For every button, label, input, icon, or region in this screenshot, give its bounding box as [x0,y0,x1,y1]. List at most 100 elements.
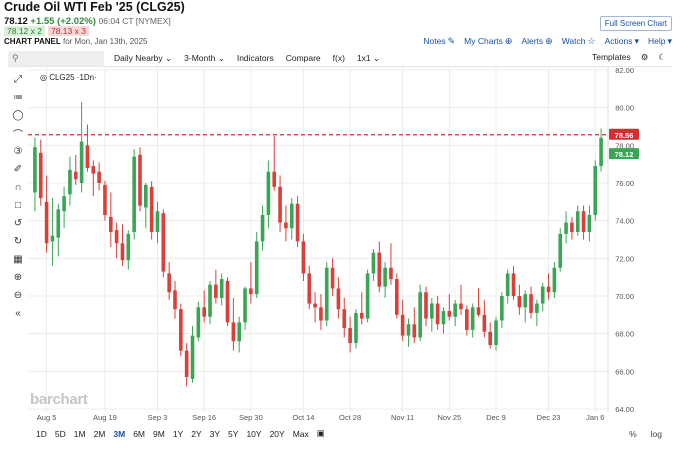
brush-icon[interactable]: ✐ [13,163,23,175]
price-change: +1.55 (+2.02%) [30,16,96,27]
candle-body [552,267,557,293]
candle-body [435,303,440,325]
candle-body [120,243,125,261]
candle-body [575,211,580,232]
range-button-3y[interactable]: 3Y [209,428,221,439]
alerts-link[interactable]: Alerts ⊕ [521,36,552,47]
candle-body [313,303,317,308]
last-price-tag [609,148,639,160]
candle-body [319,307,323,321]
log-toggle[interactable]: log [650,428,662,439]
candle-body [540,286,545,304]
layout-label: 1x1 [356,52,371,63]
candle-body [56,209,61,238]
candle-body [529,294,533,313]
actions-label: Actions [604,36,633,46]
undo-icon[interactable]: ↺ [13,217,23,229]
candle-body [266,171,271,216]
candle-body [359,312,364,319]
chart-toolbar: ⚲ Daily Nearby ⌄ 3-Month ⌄ Indicators Co… [8,50,672,67]
fx-button[interactable]: f(x) [332,52,345,63]
notes-link[interactable]: Notes ✎ [423,36,455,47]
watch-link[interactable]: Watch ☆ [562,36,596,47]
last-price-label: 78.12 [615,150,634,159]
trendline-icon[interactable]: ≔ [13,91,23,103]
range-button-2m[interactable]: 2M [93,428,106,439]
indicators-button[interactable]: Indicators [236,52,274,63]
candle-body [400,314,405,336]
range-button-1y[interactable]: 1Y [172,428,184,439]
y-tick-label: 72.00 [615,254,634,263]
candle-body [494,320,498,345]
candle-body [330,267,335,289]
cursor-icon[interactable]: ⤢ [14,73,22,85]
candle-body [365,273,370,319]
calendar-icon[interactable]: ▣ [316,428,325,438]
layout-select[interactable]: 1x1 ⌄ [357,53,380,64]
x-tick-label: Sep 16 [192,413,216,422]
range-button-1d[interactable]: 1D [36,428,47,439]
period-select[interactable]: Daily Nearby ⌄ [114,53,172,64]
range-button-2y[interactable]: 2Y [191,428,202,439]
range-button-6m[interactable]: 6M [133,428,145,439]
actions-menu[interactable]: Actions ▾ [605,36,639,47]
x-tick-label: Oct 14 [292,413,314,422]
range-button-max[interactable]: Max [292,428,309,439]
panel-label: CHART PANEL [4,37,61,46]
zoom-out-icon[interactable]: ⊖ [13,289,23,301]
range-button-10y[interactable]: 10Y [246,428,262,439]
lock-icon[interactable]: □ [14,199,22,211]
price-row: 78.12 +1.55 (+2.02%) 06:04 CT [NYMEX] [4,15,185,28]
fullscreen-button[interactable]: Full Screen Chart [599,16,672,31]
candle-body [581,211,586,232]
range-button-1m[interactable]: 1M [73,428,86,439]
range-bar: 1D 5D 1M 2M 3M 6M 9M 1Y 2Y 3Y 5Y 10Y 20Y Max ▣ % log [36,428,672,439]
percent-toggle[interactable]: % [629,428,637,439]
toolbar-right: Templates ⚙ ☾ [592,52,666,63]
range-button-3m[interactable]: 3M [113,428,126,439]
range-button-20y[interactable]: 20Y [269,428,285,439]
candle-body [348,328,352,344]
help-menu[interactable]: Help ▾ [648,36,672,47]
collapse-icon[interactable]: « [15,307,21,319]
bid-badge: 78.12 x 2 [4,26,45,36]
range-button-5d[interactable]: 5D [54,428,66,439]
dark-mode-icon[interactable]: ☾ [658,52,666,62]
candle-body [138,154,142,206]
candlestick-chart[interactable]: 64.00 66.00 68.00 70.00 72.00 74.00 76.00 78.00… [28,66,640,422]
candle-body [482,314,487,332]
candle-body [511,273,516,296]
trash-icon[interactable]: ▦ [13,253,23,265]
compare-button[interactable]: Compare [285,52,321,63]
shape-icon[interactable]: ◯ [12,109,24,121]
notes-label: Notes [423,36,446,46]
watch-label: Watch [561,36,586,46]
panel-date: for Mon, Jan 13th, 2025 [62,37,148,46]
candle-body [68,169,72,195]
arc-icon[interactable]: ⌒ [13,129,23,141]
counter-icon[interactable]: ③ [13,145,23,157]
candle-body [62,196,66,212]
candle-body [173,290,177,310]
templates-button[interactable]: Templates [592,52,631,62]
price-chart[interactable]: 64.00 66.00 68.00 70.00 72.00 74.00 76.00 78.00… [28,66,640,422]
mycharts-link[interactable]: My Charts ⊕ [464,36,512,47]
mycharts-label: My Charts [464,36,503,46]
y-tick-label: 70.00 [615,292,634,301]
candle-body [523,294,528,308]
zoom-in-icon[interactable]: ⊕ [13,271,23,283]
symbol-search-input[interactable]: ⚲ [8,50,104,66]
barchart-logo: barchart [30,391,88,408]
quote-time: 06:04 CT [NYMEX] [98,16,171,26]
candle-body [161,213,166,272]
candle-body [535,303,539,313]
magnet-icon[interactable]: ∩ [14,181,22,193]
candle-body [459,303,463,310]
range-select[interactable]: 3-Month ⌄ [184,53,225,64]
redo-icon[interactable]: ↻ [13,235,23,247]
range-button-5y[interactable]: 5Y [228,428,239,439]
x-tick-label: Nov 11 [391,413,414,422]
gear-icon[interactable]: ⚙ [640,52,649,62]
candle-body [424,292,428,319]
range-button-9m[interactable]: 9M [153,428,165,439]
